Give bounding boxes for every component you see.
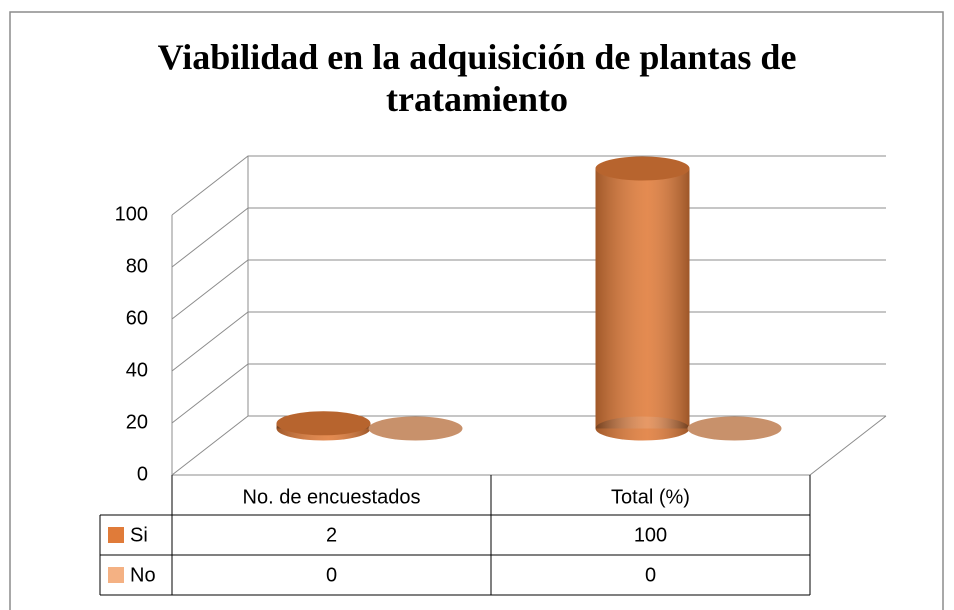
frame [9, 11, 944, 610]
y-tick-label: 20 [126, 411, 148, 433]
chart-title: Viabilidad en la adquisición de plantas … [157, 37, 797, 119]
cylinder-top-shade [368, 416, 463, 441]
grid-line [171, 311, 886, 372]
cylinder-top-shade [687, 416, 782, 441]
grid-line [171, 363, 886, 424]
table-cell: 2 [326, 524, 337, 546]
cylinder-top-shade [276, 411, 371, 436]
y-tick-label: 40 [126, 359, 148, 381]
x-tick-label: No. de encuestados [243, 486, 421, 508]
cylinder-top-shade [595, 156, 690, 181]
y-tick-label: 60 [126, 307, 148, 329]
table-cell: 0 [645, 564, 656, 586]
table-cell: 0 [326, 564, 337, 586]
cylinder-body-shade [595, 168, 690, 429]
grid-line [171, 259, 886, 320]
cylinder-top [368, 416, 463, 441]
grid-line [171, 207, 886, 268]
legend-label: No [130, 564, 156, 586]
legend-label: Si [130, 524, 148, 546]
y-tick-label: 100 [115, 203, 148, 225]
grid-line [171, 155, 886, 216]
y-tick-label: 80 [126, 255, 148, 277]
cylinder-top [276, 411, 371, 436]
legend-key [108, 527, 124, 543]
table-cell: 100 [634, 524, 667, 546]
cylinder-top [595, 156, 690, 181]
y-tick-label: 0 [137, 463, 148, 485]
legend-key [108, 567, 124, 583]
cylinder-top [687, 416, 782, 441]
x-tick-label: Total (%) [611, 486, 690, 508]
